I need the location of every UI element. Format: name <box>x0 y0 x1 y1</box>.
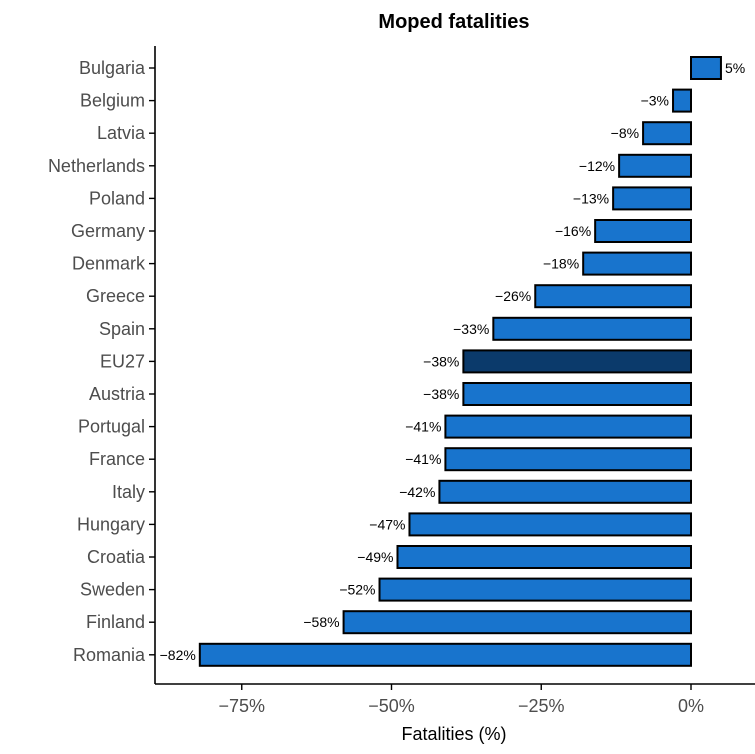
bars-layer: 5% −3%−8% −12% −13% −16% −18% −26% −33% −38% −38%… <box>160 56 745 667</box>
y-tick-label-romania: Romania <box>73 645 146 665</box>
y-tick-label-italy: Italy <box>112 482 145 502</box>
data-label-croatia: −49% <box>357 549 393 565</box>
bar-france <box>444 447 692 472</box>
bar-netherlands <box>618 153 692 178</box>
bar-poland <box>612 186 693 211</box>
y-tick-label-greece: Greece <box>86 286 145 306</box>
data-label-france: −41% <box>405 451 441 467</box>
y-tick-label-germany: Germany <box>71 221 145 241</box>
y-tick-label-austria: Austria <box>89 384 146 404</box>
bar-bulgaria <box>690 56 722 80</box>
data-label-greece: −26% <box>495 288 531 304</box>
bar-greece <box>534 284 693 309</box>
bar-germany <box>594 219 692 243</box>
x-axis-ticks: −75% −50% −25% 0% <box>218 684 704 716</box>
chart-title: Moped fatalities <box>378 11 529 33</box>
data-label-sweden: −52% <box>339 582 375 598</box>
y-tick-label-portugal: Portugal <box>78 417 145 437</box>
data-label-portugal: −41% <box>405 419 441 435</box>
y-tick-label-belgium: Belgium <box>80 91 145 111</box>
bar-italy <box>438 479 693 504</box>
data-label-romania: −82% <box>160 647 196 663</box>
bar-belgium <box>672 88 693 113</box>
x-axis-label: Fatalities (%) <box>401 724 506 744</box>
y-axis-ticks: Bulgaria Belgium Latvia Netherlands Poland Ge… <box>48 58 155 665</box>
data-label-eu27: −38% <box>423 353 459 369</box>
data-label-hungary: −47% <box>369 516 405 532</box>
x-tick-label: 0% <box>678 696 704 716</box>
data-label-poland: −13% <box>573 190 609 206</box>
bar-portugal <box>444 414 692 439</box>
data-label-netherlands: −12% <box>579 158 615 174</box>
data-label-denmark: −18% <box>543 256 579 272</box>
y-tick-label-eu27: EU27 <box>100 351 145 371</box>
y-tick-label-poland: Poland <box>89 188 145 208</box>
y-tick-label-croatia: Croatia <box>87 547 146 567</box>
bar-eu27 <box>462 349 692 374</box>
data-label-italy: −42% <box>399 484 435 500</box>
data-label-belgium: −3% <box>641 93 669 109</box>
y-tick-label-denmark: Denmark <box>72 254 146 274</box>
y-tick-label-netherlands: Netherlands <box>48 156 145 176</box>
x-tick-label: −50% <box>368 696 415 716</box>
bar-denmark <box>582 251 692 276</box>
data-label-bulgaria: 5% <box>725 60 745 76</box>
y-tick-label-latvia: Latvia <box>97 123 146 143</box>
data-label-austria: −38% <box>423 386 459 402</box>
bar-croatia <box>396 545 692 569</box>
bar-austria <box>462 382 692 406</box>
bar-sweden <box>378 577 692 602</box>
x-tick-label: −25% <box>518 696 565 716</box>
data-label-spain: −33% <box>453 321 489 337</box>
y-tick-label-finland: Finland <box>86 612 145 632</box>
y-tick-label-bulgaria: Bulgaria <box>79 58 146 78</box>
y-tick-label-hungary: Hungary <box>77 514 145 534</box>
data-label-finland: −58% <box>303 614 339 630</box>
y-tick-label-sweden: Sweden <box>80 580 145 600</box>
y-tick-label-spain: Spain <box>99 319 145 339</box>
y-tick-label-france: France <box>89 449 145 469</box>
bar-romania <box>198 642 692 667</box>
bar-latvia <box>642 121 693 146</box>
bar-spain <box>492 316 692 341</box>
bar-finland <box>342 610 692 635</box>
data-label-latvia: −8% <box>611 125 639 141</box>
data-label-germany: −16% <box>555 223 591 239</box>
x-tick-label: −75% <box>218 696 265 716</box>
bar-hungary <box>408 512 692 537</box>
